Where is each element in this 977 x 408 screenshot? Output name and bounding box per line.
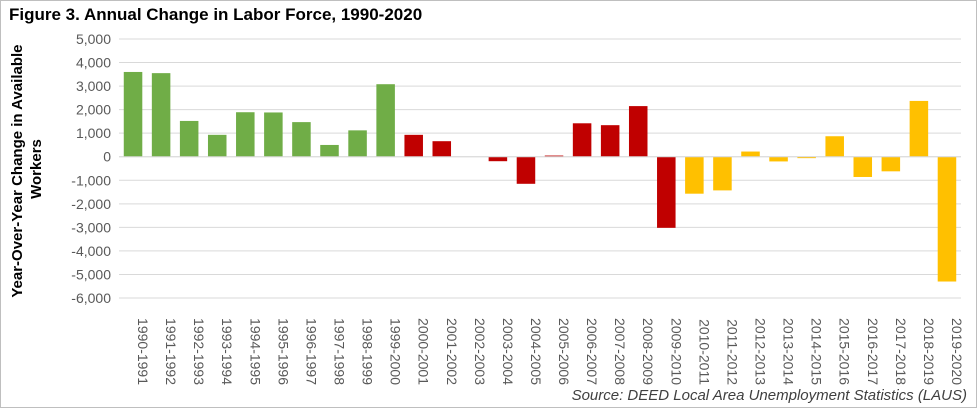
bar-2001-2002 [432,141,452,157]
bar-1992-1993 [179,120,199,157]
y-tick-label: 5,000 [76,31,111,47]
bar-1995-1996 [264,112,283,157]
x-tick-label: 2000-2001 [416,318,432,385]
bar-2015-2016 [825,136,844,157]
bar-2005-2006 [544,155,564,157]
x-tick-label: 1997-1998 [332,318,348,385]
chart-title: Figure 3. Annual Change in Labor Force, … [9,5,423,24]
bars [123,71,957,282]
x-tick-label: 2013-2014 [781,318,797,385]
bar-2003-2004 [488,156,508,162]
x-tick-label: 2009-2010 [668,318,684,385]
bar-2014-2015 [797,156,816,159]
bar-1998-1999 [348,130,367,157]
x-tick-label: 1992-1993 [191,318,207,385]
x-tick-label: 2017-2018 [893,318,909,385]
x-tick-label: 2019-2020 [949,318,965,385]
x-axis-ticks: 1990-1991 1991-1992 1992-1993 1993-1994 1994… [135,318,965,385]
bar-2019-2020 [937,156,957,282]
x-tick-label: 1995-1996 [275,318,291,385]
bar-1994-1995 [236,112,255,157]
y-tick-label: 0 [103,149,111,165]
bar-1993-1994 [207,134,227,157]
x-tick-label: 1996-1997 [303,318,319,385]
y-tick-label: -5,000 [71,266,111,282]
bar-1999-2000 [376,84,395,157]
y-axis-label: Year-Over-Year Change in Available Worke… [9,40,45,297]
bar-2018-2019 [909,100,929,157]
x-tick-label: 1993-1994 [219,318,235,385]
bar-2016-2017 [853,156,873,177]
x-tick-label: 2016-2017 [865,318,881,385]
y-tick-label: 3,000 [76,78,111,94]
y-axis-label-line-2: Workers [28,139,45,199]
x-tick-label: 2005-2006 [556,318,572,385]
x-tick-label: 1994-1995 [247,318,263,385]
gridlines [119,38,961,299]
bar-2017-2018 [881,156,901,172]
x-tick-label: 1998-1999 [360,318,376,385]
y-tick-label: -2,000 [71,196,111,212]
bar-1991-1992 [151,73,171,157]
x-tick-label: 1999-2000 [388,318,404,385]
bar-2010-2011 [685,156,704,194]
y-tick-label: 2,000 [76,102,111,118]
x-tick-label: 2012-2013 [753,318,769,385]
x-tick-label: 2004-2005 [528,318,544,385]
y-tick-label: -1,000 [71,172,111,188]
bar-2000-2001 [404,134,423,157]
bar-2012-2013 [741,151,760,157]
y-tick-label: 1,000 [76,125,111,141]
x-tick-label: 1991-1992 [163,318,179,385]
bar-2011-2012 [713,156,732,191]
x-tick-label: 2006-2007 [584,318,600,385]
y-tick-label: -3,000 [71,219,111,235]
bar-1996-1997 [292,122,311,157]
bar-2008-2009 [628,106,648,157]
bar-2004-2005 [516,156,536,184]
x-tick-label: 2001-2002 [444,318,460,385]
bar-2007-2008 [600,125,620,157]
x-tick-label: 2007-2008 [612,318,628,385]
x-tick-label: 2002-2003 [472,318,488,385]
y-axis-label-line-1: Year-Over-Year Change in Available [9,45,26,298]
x-tick-label: 2010-2011 [696,319,712,385]
source-note: Source: DEED Local Area Unemployment Sta… [572,387,967,404]
x-tick-label: 2011-2012 [724,319,740,385]
y-axis-ticks: 5,000 4,000 3,000 2,000 1,000 0 -1,000 -2,000 -3… [71,31,111,306]
bar-2013-2014 [769,156,788,162]
x-tick-label: 2018-2019 [921,318,937,385]
y-tick-label: -4,000 [71,243,111,259]
bar-2006-2007 [572,123,592,157]
x-tick-label: 2008-2009 [640,318,656,385]
x-tick-label: 2014-2015 [809,318,825,385]
x-tick-label: 2015-2016 [837,318,853,385]
bar-2009-2010 [657,156,676,228]
bar-1997-1998 [320,144,339,157]
y-tick-label: 4,000 [76,55,111,71]
x-tick-label: 2003-2004 [500,318,516,385]
y-tick-label: -6,000 [71,290,111,306]
x-tick-label: 1990-1991 [135,318,151,385]
bar-1990-1991 [123,71,143,157]
